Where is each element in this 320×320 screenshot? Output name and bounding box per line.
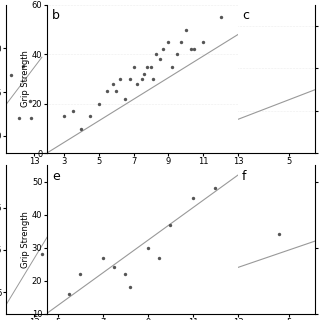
Point [8, 72, 13, 77]
Point [201, 39, 206, 44]
Point [192, 47, 197, 52]
Point [157, 57, 162, 62]
Point [27, 98, 32, 103]
Y-axis label: Grip Strength: Grip Strength [21, 211, 30, 268]
Point [67, 291, 72, 296]
Point [188, 47, 194, 52]
Point [128, 76, 133, 82]
Point [134, 81, 140, 86]
Point [123, 271, 128, 276]
Point [70, 108, 75, 114]
Point [168, 222, 173, 227]
Point [174, 52, 180, 57]
Point [117, 76, 122, 82]
Text: f: f [242, 170, 246, 183]
Point [87, 114, 92, 119]
Point [39, 252, 44, 257]
Point [131, 64, 136, 69]
Point [114, 89, 119, 94]
Point [218, 15, 223, 20]
Y-axis label: Grip Strength: Grip Strength [21, 51, 30, 108]
Point [16, 116, 21, 121]
Point [145, 64, 150, 69]
Point [178, 39, 183, 44]
Point [79, 126, 84, 131]
Point [169, 64, 174, 69]
Point [213, 186, 218, 191]
Point [154, 52, 159, 57]
Point [100, 255, 105, 260]
Text: c: c [242, 9, 249, 22]
Point [21, 63, 26, 68]
Point [110, 81, 115, 86]
Point [61, 114, 67, 119]
Point [148, 64, 154, 69]
Point [183, 27, 188, 32]
X-axis label: TMT: TMT [134, 168, 151, 177]
Point [141, 72, 147, 77]
Point [112, 265, 117, 270]
Text: e: e [52, 170, 60, 183]
Point [161, 47, 166, 52]
Point [122, 96, 127, 101]
Point [105, 89, 110, 94]
Point [276, 232, 282, 237]
Point [96, 101, 101, 106]
Point [140, 76, 145, 82]
Point [28, 116, 34, 121]
Point [78, 271, 83, 276]
Point [127, 285, 132, 290]
Point [156, 255, 162, 260]
Point [150, 76, 155, 82]
Point [190, 196, 196, 201]
Point [166, 39, 171, 44]
Text: b: b [52, 9, 60, 22]
Point [145, 245, 150, 250]
